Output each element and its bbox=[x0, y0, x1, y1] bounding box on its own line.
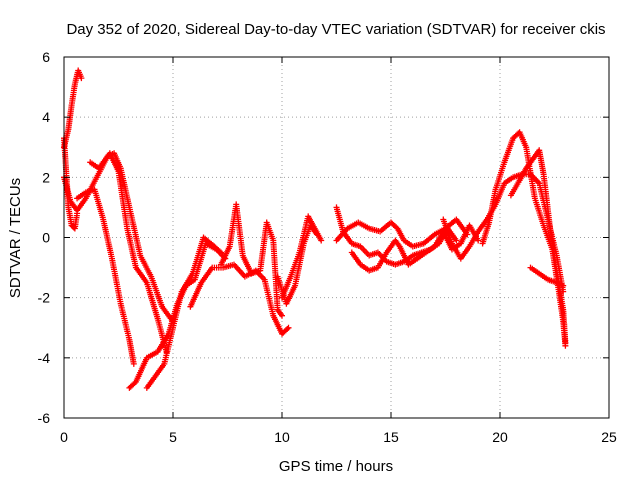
series-sat-g bbox=[143, 234, 224, 391]
y-tick-label: 6 bbox=[42, 49, 50, 65]
plus-markers bbox=[527, 264, 567, 289]
x-tick-label: 5 bbox=[169, 429, 177, 445]
x-axis-label: GPS time / hours bbox=[279, 458, 393, 475]
plus-markers bbox=[279, 213, 325, 301]
plus-markers bbox=[333, 216, 471, 250]
plus-markers bbox=[74, 186, 137, 367]
x-tick-labels: 0 5 10 15 20 25 bbox=[60, 429, 617, 445]
x-tick-label: 20 bbox=[492, 429, 508, 445]
series-sat-m bbox=[333, 216, 471, 250]
series-sat-r bbox=[527, 264, 567, 289]
series-sat-n bbox=[348, 222, 482, 274]
series-sat-e bbox=[87, 150, 170, 355]
y-tick-labels: -6 -4 -2 0 2 4 6 bbox=[38, 49, 51, 426]
x-tick-label: 15 bbox=[383, 429, 399, 445]
plus-markers bbox=[218, 201, 285, 319]
plus-markers bbox=[87, 150, 170, 355]
y-axis-label: SDTVAR / TECUs bbox=[7, 178, 24, 298]
plus-markers bbox=[187, 261, 292, 337]
x-tick-label: 10 bbox=[274, 429, 290, 445]
series-sat-k bbox=[279, 213, 325, 301]
y-tick-label: 2 bbox=[42, 169, 50, 185]
y-tick-label: 4 bbox=[42, 109, 50, 125]
axis-ticks bbox=[63, 56, 610, 419]
y-tick-label: -4 bbox=[38, 350, 51, 366]
series-sat-i bbox=[187, 261, 292, 337]
data-points bbox=[61, 67, 569, 391]
y-tick-label: -6 bbox=[38, 410, 51, 426]
series-sat-d bbox=[74, 186, 137, 367]
x-tick-label: 0 bbox=[60, 429, 68, 445]
series-sat-h bbox=[218, 201, 285, 319]
plus-markers bbox=[143, 234, 224, 391]
y-tick-label: -2 bbox=[38, 290, 51, 306]
chart-title: Day 352 of 2020, Sidereal Day-to-day VTE… bbox=[66, 21, 605, 38]
x-tick-label: 25 bbox=[601, 429, 617, 445]
y-tick-label: 0 bbox=[42, 230, 50, 246]
plus-markers bbox=[348, 222, 482, 274]
